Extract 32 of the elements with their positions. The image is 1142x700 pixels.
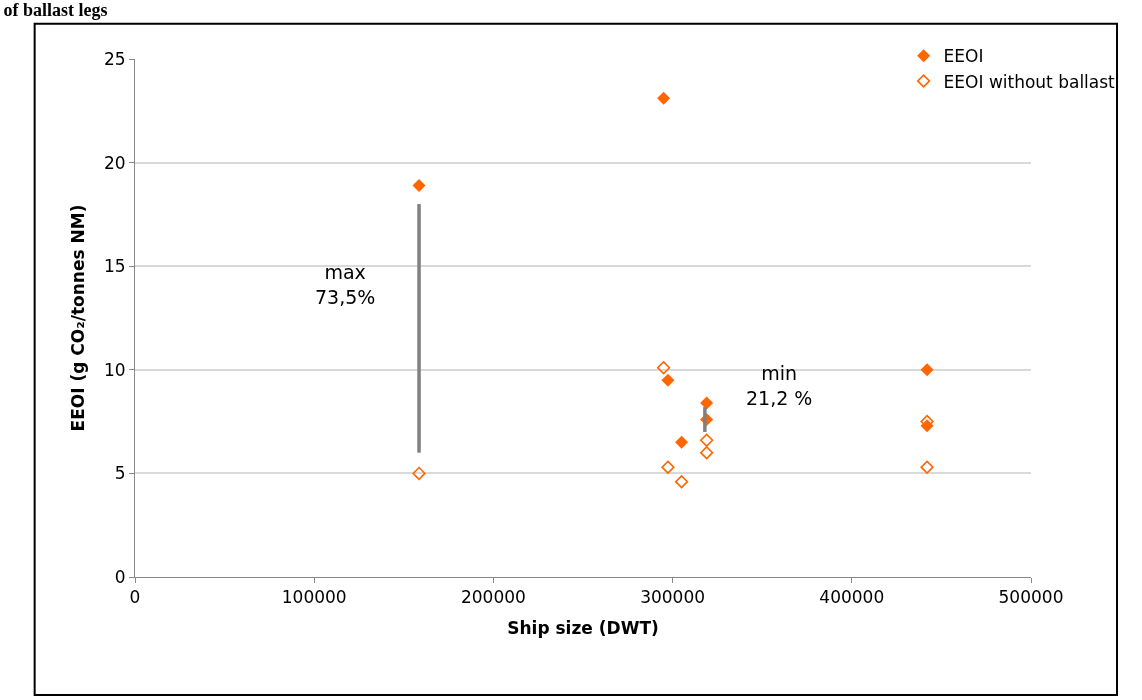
point: [675, 435, 689, 449]
point: [920, 363, 934, 377]
point: [700, 446, 714, 460]
annotation: max 73,5%: [315, 261, 376, 308]
point: [656, 361, 671, 375]
x-tick-label: 300000: [640, 587, 706, 608]
point: [700, 433, 714, 447]
y-tick-label: 10: [103, 359, 126, 380]
y-axis-title: EEOI (g CO₂/tonnes NM): [67, 204, 88, 432]
annotation: min 21,2 %: [746, 362, 813, 409]
point: [657, 91, 671, 105]
point: [661, 460, 675, 474]
y-tick-label: 15: [103, 256, 126, 277]
x-tick-label: 200000: [460, 587, 526, 608]
point: [412, 466, 426, 481]
x-tick-label: 0: [129, 587, 141, 608]
y-tick-label: 5: [114, 463, 126, 484]
point: [674, 475, 689, 489]
legend-label: EEOI without ballast: [943, 71, 1116, 92]
x-axis-title: Ship size (DWT): [507, 617, 659, 638]
y-tick-label: 0: [114, 566, 126, 587]
point: [920, 460, 934, 474]
x-tick-label: 500000: [998, 587, 1064, 608]
point: [661, 373, 675, 387]
y-tick-label: 20: [103, 152, 126, 173]
chart-title: of ballast legs: [3, 0, 108, 21]
x-tick-label: 400000: [819, 587, 885, 608]
point: [412, 178, 426, 192]
legend-label: EEOI: [943, 46, 984, 67]
x-tick-label: 100000: [281, 587, 347, 608]
point: [700, 396, 714, 410]
y-tick-label: 25: [103, 48, 126, 69]
